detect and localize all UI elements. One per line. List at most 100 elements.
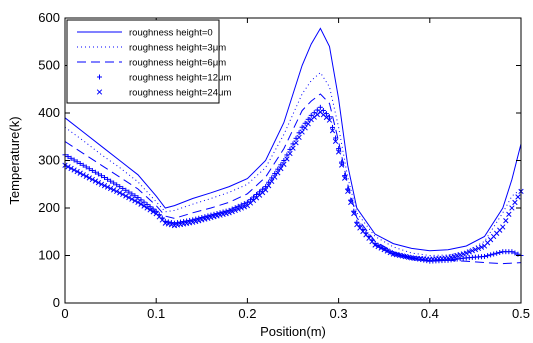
series-5-marker-148-b bbox=[512, 199, 518, 206]
series-5-marker-134-b bbox=[469, 248, 476, 254]
series-5-marker-3-b bbox=[71, 167, 77, 173]
series-5-marker-130-b bbox=[457, 252, 463, 258]
series-5-marker-24-b bbox=[135, 199, 141, 205]
series-5-marker-47-b bbox=[205, 215, 211, 221]
series-5-marker-58-b bbox=[238, 205, 244, 211]
y-tick-label-4: 400 bbox=[38, 105, 60, 120]
series-5-marker-12-b bbox=[98, 181, 105, 187]
y-tick-label-5: 500 bbox=[38, 58, 60, 73]
series-5-marker-48-b bbox=[208, 214, 214, 221]
series-5-marker-46-b bbox=[202, 216, 208, 222]
series-5-marker-86-b bbox=[323, 114, 330, 121]
series-5-marker-88-b bbox=[329, 128, 336, 134]
series-5-marker-70-b bbox=[275, 170, 281, 176]
series-5-marker-43-b bbox=[193, 218, 199, 225]
series-5-marker-136-b bbox=[475, 245, 482, 252]
x-tick-label-3: 0.3 bbox=[330, 306, 348, 321]
y-tick-label-6: 600 bbox=[38, 10, 60, 25]
series-5-marker-92-b bbox=[342, 175, 348, 181]
series-5-marker-91-b bbox=[338, 162, 345, 168]
legend-label-1: roughness height=0 bbox=[129, 28, 213, 39]
series-5-marker-10-b bbox=[92, 178, 99, 184]
series-5-marker-76-b bbox=[293, 140, 299, 146]
y-tick-label-1: 100 bbox=[38, 248, 60, 263]
series-5-marker-103-b bbox=[375, 243, 381, 250]
series-5-marker-32-b bbox=[159, 217, 165, 223]
series-5-marker-67-b bbox=[266, 183, 272, 189]
series-5-marker-98-b bbox=[360, 228, 366, 235]
series-5-marker-77-b bbox=[296, 134, 302, 141]
series-5-marker-54-b bbox=[226, 210, 232, 216]
series-5-marker-66-b bbox=[262, 187, 269, 193]
series-5-marker-2-b bbox=[68, 165, 74, 172]
series-5-marker-1-b bbox=[65, 164, 71, 170]
y-tick-label-2: 200 bbox=[38, 200, 60, 215]
series-5-marker-145-b bbox=[503, 218, 509, 224]
series-5-marker-28-b bbox=[147, 207, 153, 213]
series-5-marker-49-b bbox=[211, 214, 217, 220]
series-5-marker-26-b bbox=[141, 203, 147, 209]
series-5-marker-105-b bbox=[381, 246, 387, 253]
series-5-marker-30-b bbox=[153, 211, 159, 217]
legend-label-4: roughness height=12μm bbox=[129, 73, 231, 84]
series-5-marker-13-b bbox=[101, 183, 108, 189]
x-tick-label-2: 0.2 bbox=[238, 306, 256, 321]
y-tick-label-0: 0 bbox=[53, 295, 60, 310]
series-5 bbox=[62, 109, 524, 262]
series-5-marker-9-b bbox=[89, 176, 96, 183]
series-5-marker-27-b bbox=[144, 205, 150, 211]
series-5-marker-18-b bbox=[117, 190, 123, 196]
series-5-marker-101-b bbox=[369, 238, 375, 245]
series-5-marker-104-b bbox=[378, 245, 384, 251]
series-5-marker-52-b bbox=[220, 211, 226, 217]
series-5-marker-146-b bbox=[506, 211, 512, 217]
series-5-marker-17-b bbox=[114, 188, 120, 195]
series-5-marker-5-b bbox=[77, 170, 83, 176]
series-5-marker-15-b bbox=[107, 185, 114, 192]
series-5-marker-42-b bbox=[190, 219, 196, 225]
series-1-line bbox=[64, 27, 522, 252]
series-5-marker-84-b bbox=[317, 109, 324, 115]
series-5-marker-90-b bbox=[335, 149, 342, 155]
series-5-marker-19-b bbox=[120, 191, 126, 198]
series-5-marker-21-b bbox=[126, 194, 132, 201]
series-5-marker-20-b bbox=[123, 193, 129, 199]
legend-marker-5-b bbox=[96, 89, 103, 95]
series-5-marker-133-b bbox=[466, 249, 472, 255]
series-5-marker-23-b bbox=[132, 198, 138, 204]
series-5-marker-89-b bbox=[332, 138, 339, 144]
series-5-marker-96-b bbox=[354, 221, 360, 228]
series-5-marker-25-b bbox=[138, 201, 144, 207]
x-tick-label-1: 0.1 bbox=[147, 306, 165, 321]
y-axis-label: Temperature(k) bbox=[7, 116, 22, 204]
series-5-marker-74-b bbox=[287, 150, 293, 157]
y-tick-label-3: 300 bbox=[38, 153, 60, 168]
series-5-marker-93-b bbox=[345, 188, 351, 195]
series-5-marker-97-b bbox=[357, 225, 363, 231]
axes: 0 0.1 0.2 0.3 0.4 0.5 0 100 200 300 400 500 600 bbox=[38, 10, 530, 321]
series-1 bbox=[64, 27, 522, 252]
x-tick-label-5: 0.5 bbox=[512, 306, 530, 321]
series-5-marker-73-b bbox=[284, 156, 290, 162]
series-5-marker-99-b bbox=[363, 232, 369, 238]
series-5-marker-85-b bbox=[320, 112, 327, 118]
series-5-marker-69-b bbox=[272, 174, 278, 180]
series-5-marker-4-b bbox=[74, 168, 80, 175]
series-5-marker-106-b bbox=[384, 248, 390, 254]
series-5-marker-33-b bbox=[162, 220, 168, 226]
series-5-marker-71-b bbox=[278, 165, 284, 172]
series-5-marker-87-b bbox=[326, 117, 333, 123]
series-5-marker-31-b bbox=[156, 214, 162, 220]
series-5-marker-68-b bbox=[269, 178, 275, 185]
series-5-marker-132-b bbox=[463, 250, 469, 256]
series-5-marker-35-b bbox=[168, 222, 175, 228]
legend: roughness height=0 roughness height=3μm ro… bbox=[66, 19, 231, 104]
series-5-marker-34-b bbox=[165, 221, 172, 227]
series-5-marker-44-b bbox=[196, 218, 202, 224]
series-5-marker-45-b bbox=[199, 217, 205, 223]
legend-label-5: roughness height=24μm bbox=[129, 88, 231, 99]
series-5-marker-129-b bbox=[454, 252, 460, 259]
series-5-marker-72-b bbox=[281, 161, 287, 167]
series-5-marker-137-b bbox=[478, 244, 485, 250]
